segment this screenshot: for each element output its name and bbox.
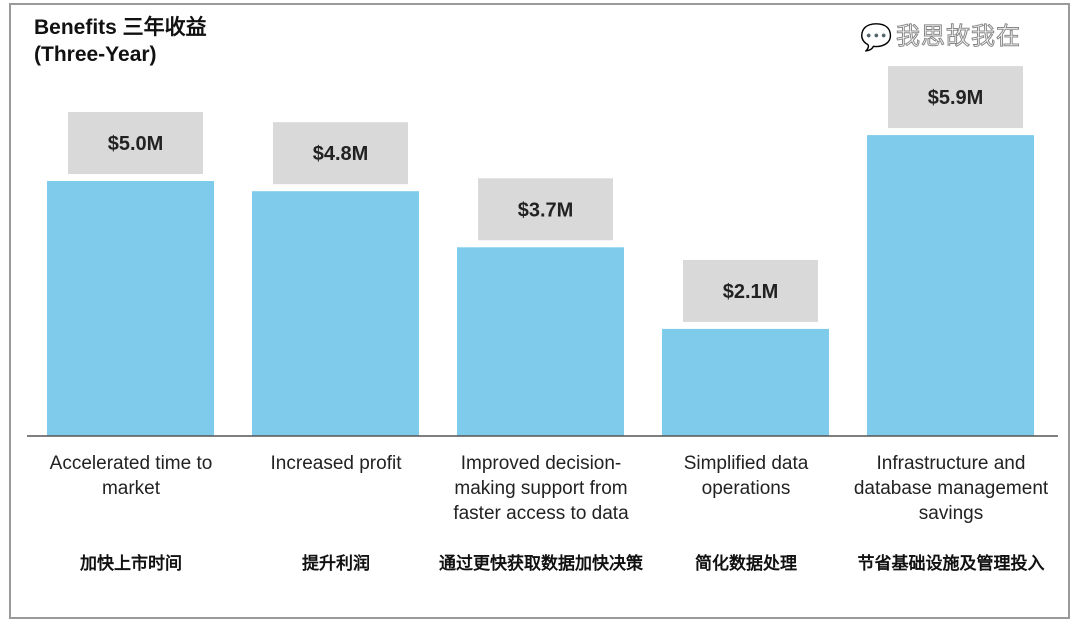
chart-frame xyxy=(9,3,1070,619)
bar xyxy=(47,181,214,436)
data-label-box xyxy=(68,112,203,174)
x-tick-label: Increased profit xyxy=(270,453,402,474)
data-label-box xyxy=(683,259,818,322)
chart-title: Benefits 三年收益 (Three-Year) xyxy=(34,14,207,68)
subtitle-text: (Three-Year) xyxy=(34,43,157,66)
data-label: $3.7M xyxy=(518,199,574,221)
x-tick-label-cn: 加快上市时间 xyxy=(80,554,182,573)
bar xyxy=(867,135,1034,436)
x-tick-label-cn: 提升利润 xyxy=(302,554,370,573)
x-tick-label-cn: 通过更快获取数据加快决策 xyxy=(439,554,643,573)
bar xyxy=(252,191,419,436)
bar xyxy=(662,328,829,436)
data-label: $5.0M xyxy=(108,133,164,155)
watermark: 我思故我在 xyxy=(896,23,1021,51)
x-tick-label-cn: 节省基础设施及管理投入 xyxy=(857,554,1045,573)
x-tick-label: Infrastructure and database management s… xyxy=(853,453,1049,524)
data-label: $4.8M xyxy=(313,143,369,165)
x-tick-label: Simplified data operations xyxy=(683,453,809,499)
data-label-box xyxy=(478,178,613,241)
x-tick-label: Accelerated time to market xyxy=(49,453,213,499)
bar xyxy=(457,247,624,436)
x-tick-label: Improved decision-making support from fa… xyxy=(453,453,629,524)
title-text: Benefits 三年收益 xyxy=(34,16,207,39)
data-label-box xyxy=(888,66,1023,129)
wechat-icon: 💬 xyxy=(860,22,893,52)
data-label: $5.9M xyxy=(928,87,984,109)
x-tick-label-cn: 简化数据处理 xyxy=(695,554,797,573)
data-label-box xyxy=(273,122,408,185)
data-label: $2.1M xyxy=(723,281,779,303)
